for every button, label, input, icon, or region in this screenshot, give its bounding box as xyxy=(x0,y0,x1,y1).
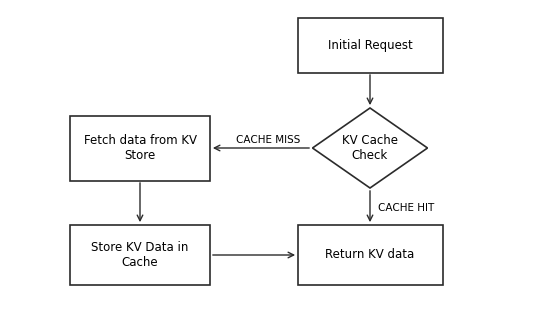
Polygon shape xyxy=(313,108,428,188)
Text: Fetch data from KV
Store: Fetch data from KV Store xyxy=(83,134,197,162)
Text: Return KV data: Return KV data xyxy=(325,248,415,262)
Bar xyxy=(70,116,210,180)
Text: CACHE MISS: CACHE MISS xyxy=(236,135,300,145)
Bar xyxy=(70,225,210,285)
Text: Store KV Data in
Cache: Store KV Data in Cache xyxy=(91,241,189,269)
Text: KV Cache
Check: KV Cache Check xyxy=(342,134,398,162)
Text: Initial Request: Initial Request xyxy=(327,39,412,51)
Text: CACHE HIT: CACHE HIT xyxy=(378,203,434,213)
Bar xyxy=(298,18,442,73)
Bar xyxy=(298,225,442,285)
